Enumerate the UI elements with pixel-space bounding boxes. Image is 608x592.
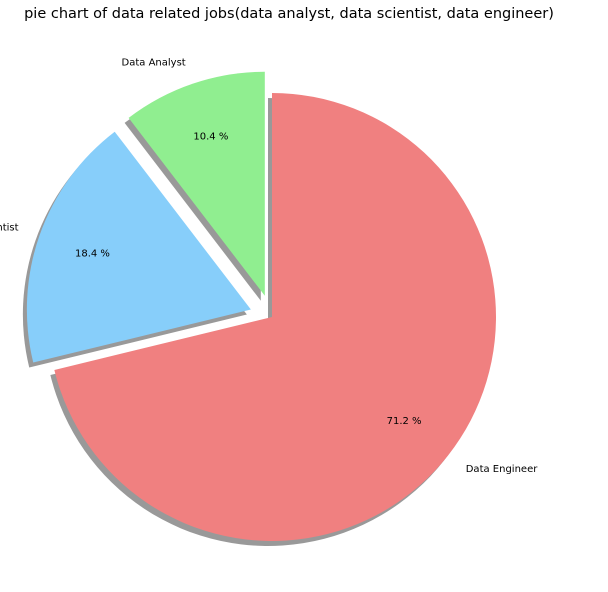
slice-label-data-analyst: Data Analyst bbox=[122, 57, 186, 68]
slice-percent-data-analyst: 10.4 % bbox=[193, 132, 228, 143]
pie-slices bbox=[26, 71, 496, 542]
chart-title: pie chart of data related jobs(data anal… bbox=[24, 6, 554, 22]
slice-percent-data-scientist: 18.4 % bbox=[75, 249, 110, 260]
pie-slice-data-analyst bbox=[128, 71, 265, 296]
pie-slice-data-scientist bbox=[26, 131, 251, 363]
slice-labels: Data Analyst 10.4 % Data Scientist 18.4 % Da… bbox=[0, 57, 538, 475]
slice-percent-data-engineer: 71.2 % bbox=[387, 416, 422, 427]
slice-label-data-engineer: Data Engineer bbox=[466, 464, 538, 475]
pie-slice-data-engineer bbox=[54, 93, 496, 542]
slice-label-data-scientist: Data Scientist bbox=[0, 223, 19, 234]
